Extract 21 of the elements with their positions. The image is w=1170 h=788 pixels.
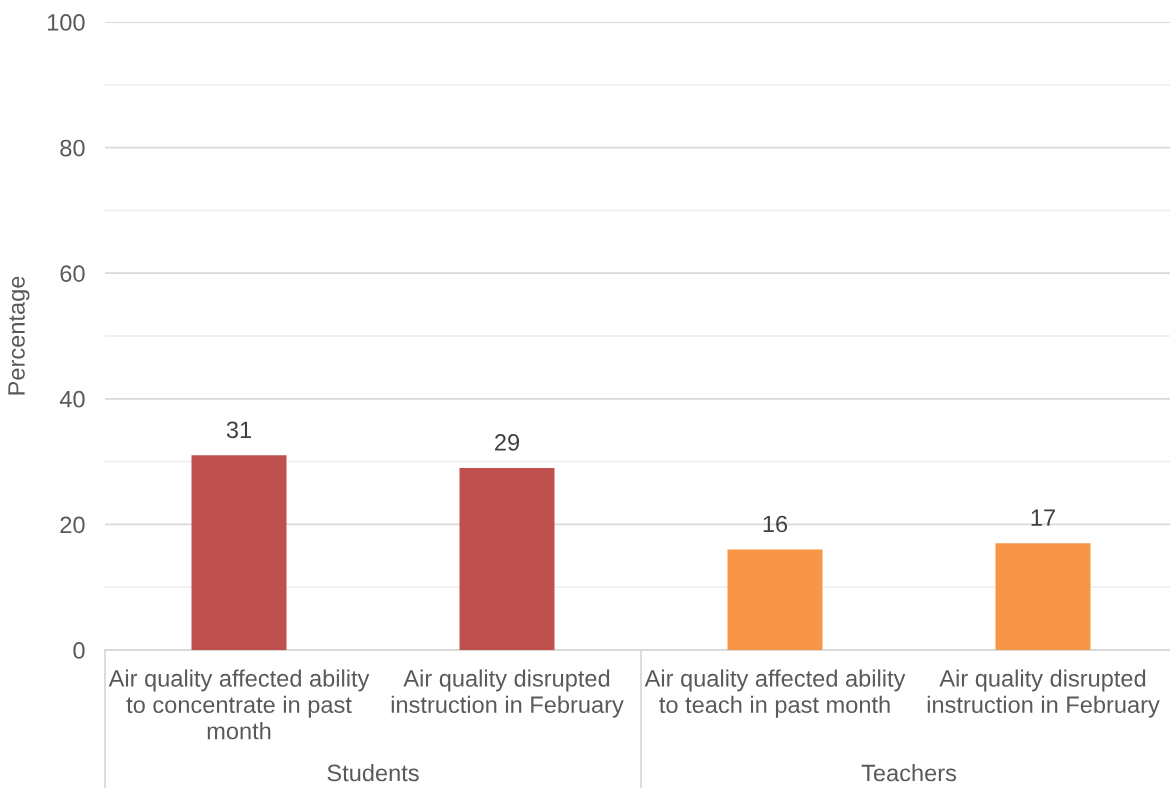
text: Teachers bbox=[861, 763, 957, 782]
y-tick-label: 0 bbox=[73, 642, 85, 659]
y-tick-label: 20 bbox=[60, 516, 85, 534]
x-tick-label: Air quality affected ability to concentrate in past month bbox=[108, 669, 370, 740]
y-tick-label: 60 bbox=[60, 265, 85, 282]
data-label: 16 bbox=[763, 515, 788, 533]
x-tick-label: Air quality affected ability to teach in past month bbox=[644, 669, 906, 718]
bar bbox=[459, 467, 555, 650]
bar bbox=[727, 549, 823, 650]
data-label: 31 bbox=[226, 421, 251, 439]
y-axis-title: Percentage bbox=[8, 276, 30, 395]
data-label: 29 bbox=[495, 433, 520, 451]
y-tick-label: 100 bbox=[47, 14, 85, 31]
text: Students bbox=[327, 763, 419, 782]
bar bbox=[995, 543, 1091, 650]
x-tick-label: Air quality disrupted instruction in February bbox=[391, 669, 624, 718]
x-tick-label: Air quality disrupted instruction in February bbox=[927, 669, 1160, 718]
y-tick-label: 80 bbox=[60, 139, 85, 157]
data-label: 17 bbox=[1031, 509, 1055, 526]
y-tick-label: 40 bbox=[59, 390, 85, 408]
bar bbox=[191, 455, 287, 650]
